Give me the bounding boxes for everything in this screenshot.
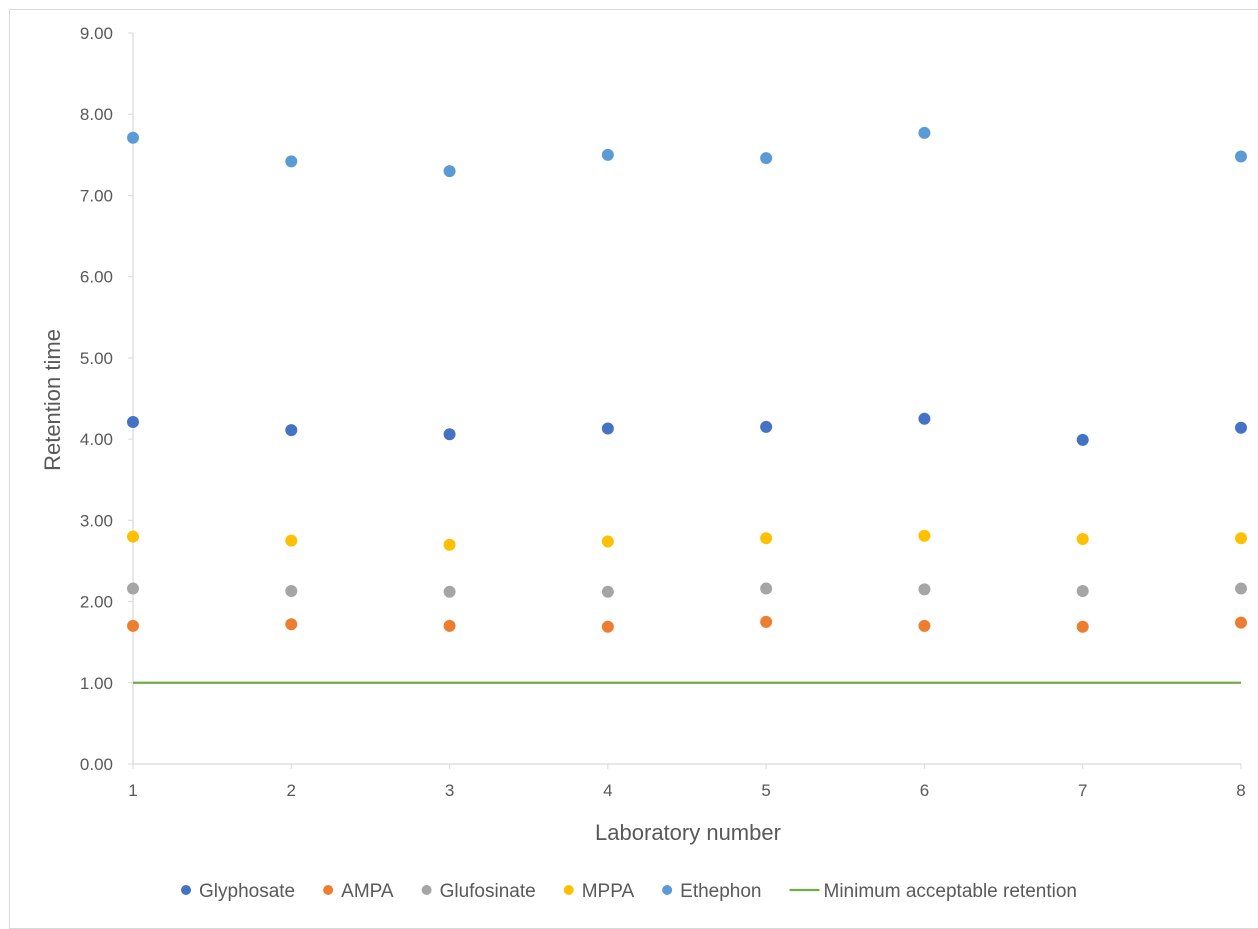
point-mppa [601, 535, 614, 548]
point-ethephon [918, 126, 931, 139]
legend-label: Ethephon [680, 881, 761, 902]
point-glufosinate [760, 582, 773, 595]
point-glufosinate [443, 585, 456, 598]
point-ethephon [127, 131, 139, 144]
point-ampa [1076, 620, 1089, 633]
chart-frame [9, 9, 1258, 929]
legend-marker-glyphosate [181, 885, 192, 895]
x-axis-title: Laboratory number [595, 820, 781, 845]
legend-marker-mppa [563, 885, 574, 895]
point-ethephon [443, 165, 456, 178]
x-tick-label: 6 [920, 781, 929, 800]
x-tick-label: 3 [445, 781, 454, 800]
x-tick-label: 5 [761, 781, 770, 800]
series-ethephon [127, 126, 1247, 178]
y-tick-label: 4.00 [80, 430, 113, 449]
x-tick-label: 7 [1078, 781, 1087, 800]
series-layer [127, 126, 1247, 684]
y-tick-label: 9.00 [80, 24, 113, 43]
y-tick-label: 1.00 [80, 674, 113, 693]
point-mppa [760, 532, 773, 545]
point-glyphosate [127, 416, 139, 429]
point-mppa [127, 530, 139, 543]
point-glufosinate [918, 583, 931, 596]
y-tick-label: 2.00 [80, 593, 113, 612]
y-tick-label: 5.00 [80, 349, 113, 368]
y-tick-label: 3.00 [80, 511, 113, 530]
legend-label: Glufosinate [440, 881, 536, 902]
legend-marker-ampa [323, 885, 334, 895]
point-glufosinate [1235, 582, 1247, 595]
point-ethephon [1235, 150, 1247, 163]
point-glyphosate [918, 412, 931, 425]
series-glufosinate [127, 582, 1247, 598]
x-tick-label: 2 [287, 781, 296, 800]
x-tick-label: 4 [603, 781, 612, 800]
y-tick-label: 0.00 [80, 755, 113, 774]
point-glufosinate [285, 584, 298, 597]
point-ethephon [760, 152, 773, 165]
point-glyphosate [443, 428, 456, 441]
y-axis-title: Retention time [40, 329, 65, 471]
y-tick-label: 7.00 [80, 186, 113, 205]
point-ampa [127, 619, 139, 632]
point-glufosinate [601, 585, 614, 598]
axes: 0.00 1.00 2.00 3.00 4.00 5.00 6.00 7.00 8.00 9.00… [80, 24, 1246, 800]
point-ethephon [601, 148, 614, 161]
legend-marker-glufosinate [421, 885, 432, 895]
series-mppa [127, 529, 1247, 551]
legend: Glyphosate AMPA Glufosinate MPPA Ethephon Min… [181, 881, 1077, 902]
point-mppa [1076, 533, 1089, 546]
point-glufosinate [1076, 584, 1089, 597]
point-ampa [918, 619, 931, 632]
point-mppa [285, 534, 298, 547]
point-mppa [1235, 532, 1247, 545]
series-ampa [127, 615, 1247, 633]
point-glyphosate [1235, 421, 1247, 434]
y-tick-label: 8.00 [80, 105, 113, 124]
legend-label: Minimum acceptable retention [824, 881, 1077, 902]
point-ethephon [285, 155, 298, 168]
point-glyphosate [285, 424, 298, 437]
series-glyphosate [127, 412, 1247, 446]
x-tick-label: 1 [128, 781, 137, 800]
point-mppa [918, 529, 931, 542]
point-ampa [760, 615, 773, 628]
point-ampa [285, 618, 298, 631]
point-ampa [601, 620, 614, 633]
point-glyphosate [760, 420, 773, 433]
legend-marker-ethephon [662, 885, 673, 895]
legend-label: Glyphosate [199, 881, 295, 902]
legend-label: AMPA [341, 881, 394, 902]
y-tick-label: 6.00 [80, 268, 113, 287]
point-glyphosate [1076, 433, 1089, 446]
point-ampa [443, 619, 456, 632]
x-tick-label: 8 [1236, 781, 1245, 800]
point-ampa [1235, 616, 1247, 629]
point-mppa [443, 538, 456, 551]
point-glufosinate [127, 582, 139, 595]
legend-label: MPPA [582, 881, 635, 902]
point-glyphosate [601, 422, 614, 435]
